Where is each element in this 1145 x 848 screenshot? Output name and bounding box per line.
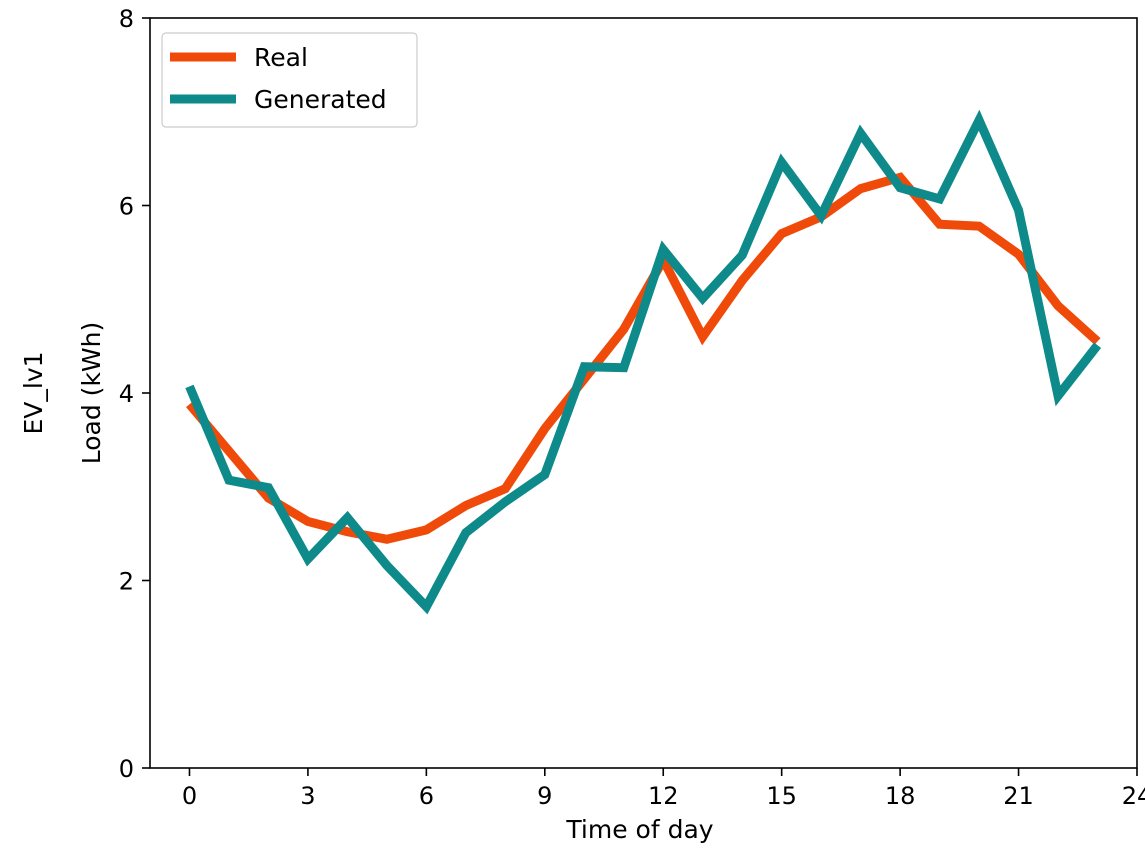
x-tick-label: 9	[537, 782, 552, 810]
x-tick-label: 12	[648, 782, 679, 810]
y-tick-label: 2	[119, 568, 134, 596]
x-tick-label: 18	[885, 782, 916, 810]
series-line-real	[186, 172, 1101, 544]
plot-frame	[149, 17, 1138, 769]
x-tick-label: 15	[766, 782, 797, 810]
y-tick-label: 8	[119, 5, 134, 33]
x-tick-label: 0	[182, 782, 197, 810]
y-tick-label: 0	[119, 755, 134, 783]
x-axis-label: Time of day	[565, 815, 713, 844]
legend-label-real: Real	[254, 43, 308, 72]
legend-label-generated: Generated	[254, 85, 387, 114]
legend: Real Generated	[161, 32, 418, 128]
y-tick-label: 6	[119, 193, 134, 221]
y-axis-label: Load (kWh)	[77, 322, 106, 464]
x-tick-label: 3	[300, 782, 315, 810]
x-tick-label: 6	[419, 782, 434, 810]
x-tick-label: 24	[1122, 782, 1145, 810]
y-tick-label: 4	[119, 380, 134, 408]
x-tick-label: 21	[1003, 782, 1034, 810]
series-layer	[185, 109, 1102, 615]
y-axis-outer-label: EV_lv1	[19, 351, 48, 434]
series-line-generated	[185, 109, 1102, 615]
